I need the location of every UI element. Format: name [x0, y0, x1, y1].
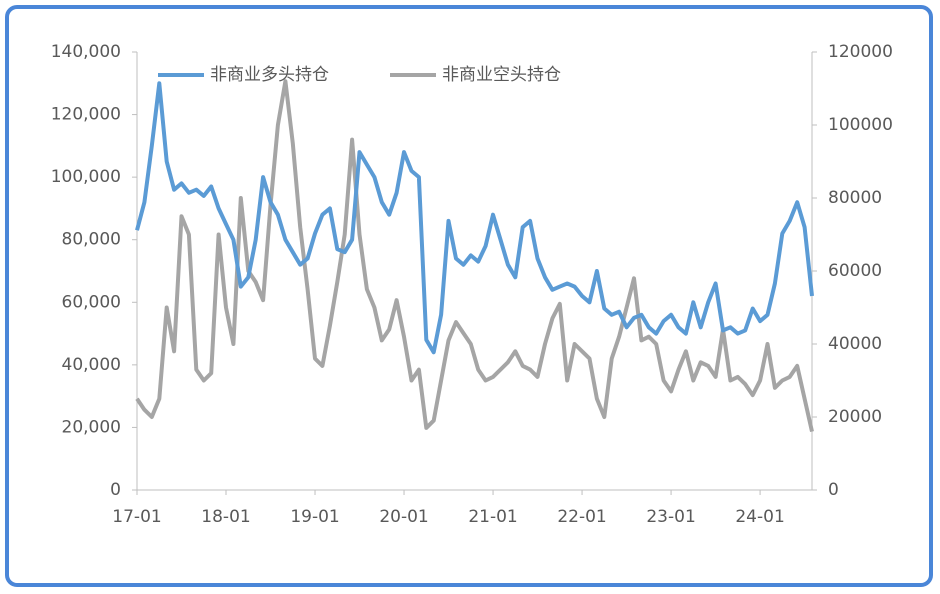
x-tick-label: 19-01	[290, 507, 339, 527]
legend-label: 非商业多头持仓	[210, 65, 329, 85]
series-line	[135, 81, 814, 355]
y-tick-label: 60,000	[62, 292, 121, 312]
x-tick-label: 22-01	[557, 507, 606, 527]
legend-label: 非商业空头持仓	[442, 65, 561, 85]
y2-tick-label: 120000	[828, 42, 893, 62]
x-tick-label: 21-01	[468, 507, 517, 527]
y-tick-label: 0	[110, 480, 121, 500]
y2-tick-label: 20000	[828, 407, 882, 427]
y-tick-label: 80,000	[62, 230, 121, 250]
y-tick-label: 140,000	[51, 42, 121, 62]
y2-tick-label: 80000	[828, 188, 882, 208]
y-tick-label: 120,000	[51, 105, 121, 125]
y-tick-label: 40,000	[62, 355, 121, 375]
y2-tick-label: 0	[828, 480, 839, 500]
frame	[5, 5, 933, 587]
y-tick-label: 20,000	[62, 417, 121, 437]
y2-tick-label: 60000	[828, 261, 882, 281]
y2-tick-label: 40000	[828, 334, 882, 354]
x-tick-label: 18-01	[201, 507, 250, 527]
x-tick-label: 17-01	[112, 507, 161, 527]
y2-tick-label: 100000	[828, 115, 893, 135]
x-tick-label: 23-01	[646, 507, 695, 527]
x-tick-label: 24-01	[735, 507, 784, 527]
y-tick-label: 100,000	[51, 167, 121, 187]
x-tick-label: 20-01	[379, 507, 428, 527]
